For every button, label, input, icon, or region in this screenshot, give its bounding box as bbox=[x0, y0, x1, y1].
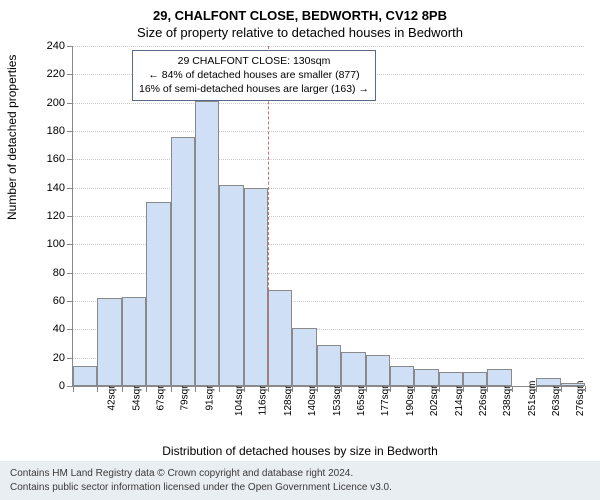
histogram-bar bbox=[341, 352, 365, 386]
chart-subtitle: Size of property relative to detached ho… bbox=[0, 23, 600, 46]
x-tick bbox=[536, 386, 537, 392]
histogram-bar bbox=[390, 366, 414, 386]
y-tick bbox=[67, 244, 73, 245]
x-tick bbox=[585, 386, 586, 392]
footer-line1: Contains HM Land Registry data © Crown c… bbox=[10, 467, 590, 481]
y-tick bbox=[67, 74, 73, 75]
x-tick bbox=[171, 386, 172, 392]
histogram-bar bbox=[317, 345, 341, 386]
y-tick bbox=[67, 46, 73, 47]
y-axis-label: Number of detached properties bbox=[5, 55, 19, 220]
y-tick-label: 80 bbox=[29, 267, 65, 279]
y-tick-label: 20 bbox=[29, 352, 65, 364]
histogram-bar bbox=[268, 290, 292, 386]
histogram-bar bbox=[195, 101, 219, 386]
y-tick-label: 60 bbox=[29, 295, 65, 307]
y-tick-label: 100 bbox=[29, 238, 65, 250]
histogram-bar bbox=[463, 372, 487, 386]
histogram-bar bbox=[536, 378, 560, 387]
x-tick bbox=[292, 386, 293, 392]
y-tick-label: 220 bbox=[29, 68, 65, 80]
x-tick bbox=[317, 386, 318, 392]
x-tick bbox=[146, 386, 147, 392]
histogram-bar bbox=[439, 372, 463, 386]
footer-line2: Contains public sector information licen… bbox=[10, 481, 590, 495]
x-tick bbox=[561, 386, 562, 392]
plot-wrap: 02040608010012014016018020022024042sqm54… bbox=[72, 46, 584, 386]
y-tick-label: 0 bbox=[29, 380, 65, 392]
y-tick-label: 240 bbox=[29, 40, 65, 52]
y-tick bbox=[67, 273, 73, 274]
grid-line bbox=[73, 159, 584, 160]
y-tick-label: 140 bbox=[29, 182, 65, 194]
chart-title-address: 29, CHALFONT CLOSE, BEDWORTH, CV12 8PB bbox=[0, 0, 600, 23]
x-tick bbox=[341, 386, 342, 392]
y-tick-label: 200 bbox=[29, 97, 65, 109]
grid-line bbox=[73, 131, 584, 132]
annotation-line3: 16% of semi-detached houses are larger (… bbox=[139, 82, 369, 96]
x-tick bbox=[195, 386, 196, 392]
y-tick bbox=[67, 188, 73, 189]
x-tick bbox=[512, 386, 513, 392]
x-tick bbox=[219, 386, 220, 392]
histogram-bar bbox=[366, 355, 390, 386]
y-tick bbox=[67, 103, 73, 104]
histogram-bar bbox=[561, 383, 585, 386]
histogram-bar bbox=[292, 328, 316, 386]
y-tick bbox=[67, 329, 73, 330]
y-tick bbox=[67, 159, 73, 160]
histogram-bar bbox=[97, 298, 121, 386]
histogram-bar bbox=[487, 369, 511, 386]
annotation-box: 29 CHALFONT CLOSE: 130sqm ← 84% of detac… bbox=[132, 50, 376, 101]
histogram-bar bbox=[73, 366, 97, 386]
grid-line bbox=[73, 46, 584, 47]
histogram-bar bbox=[219, 185, 243, 386]
y-tick-label: 120 bbox=[29, 210, 65, 222]
histogram-bar bbox=[171, 137, 195, 386]
y-tick bbox=[67, 301, 73, 302]
y-tick bbox=[67, 216, 73, 217]
histogram-bar bbox=[414, 369, 438, 386]
histogram-bar bbox=[122, 297, 146, 386]
x-tick bbox=[244, 386, 245, 392]
x-tick bbox=[268, 386, 269, 392]
y-tick-label: 180 bbox=[29, 125, 65, 137]
x-tick bbox=[463, 386, 464, 392]
x-tick bbox=[122, 386, 123, 392]
histogram-bar bbox=[146, 202, 170, 386]
x-tick bbox=[439, 386, 440, 392]
y-tick-label: 40 bbox=[29, 323, 65, 335]
footer: Contains HM Land Registry data © Crown c… bbox=[0, 461, 600, 500]
annotation-line1: 29 CHALFONT CLOSE: 130sqm bbox=[139, 54, 369, 68]
y-tick bbox=[67, 131, 73, 132]
x-tick bbox=[390, 386, 391, 392]
x-tick bbox=[414, 386, 415, 392]
x-tick bbox=[487, 386, 488, 392]
x-tick bbox=[97, 386, 98, 392]
y-tick bbox=[67, 358, 73, 359]
histogram-bar bbox=[244, 188, 268, 386]
chart-container: 29, CHALFONT CLOSE, BEDWORTH, CV12 8PB S… bbox=[0, 0, 600, 500]
grid-line bbox=[73, 188, 584, 189]
annotation-line2: ← 84% of detached houses are smaller (87… bbox=[139, 68, 369, 82]
x-tick bbox=[366, 386, 367, 392]
grid-line bbox=[73, 103, 584, 104]
x-tick bbox=[73, 386, 74, 392]
x-axis-label: Distribution of detached houses by size … bbox=[0, 444, 600, 458]
y-tick-label: 160 bbox=[29, 153, 65, 165]
